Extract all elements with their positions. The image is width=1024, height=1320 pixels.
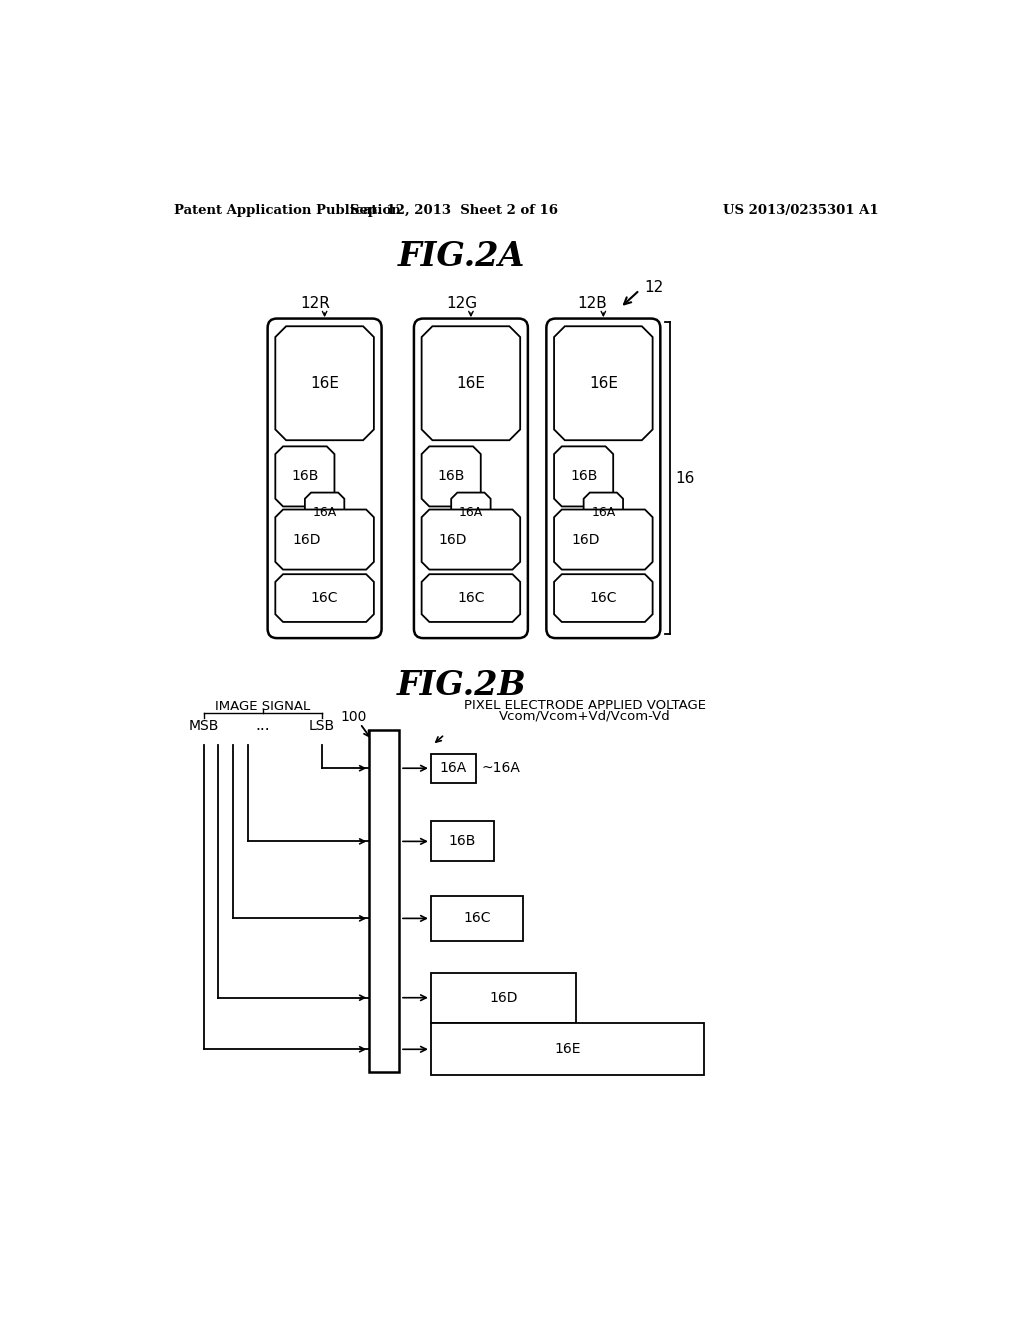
Text: 16D: 16D (571, 532, 600, 546)
Text: 16: 16 (676, 471, 695, 486)
Text: 100: 100 (341, 710, 367, 725)
Polygon shape (275, 574, 374, 622)
Polygon shape (554, 574, 652, 622)
Text: 16C: 16C (590, 591, 617, 605)
Text: 16C: 16C (457, 591, 484, 605)
Text: 16E: 16E (457, 376, 485, 391)
FancyBboxPatch shape (414, 318, 528, 638)
Text: 16D: 16D (489, 991, 517, 1005)
Text: 16D: 16D (293, 532, 322, 546)
Text: 12: 12 (644, 280, 664, 296)
Text: 16A: 16A (459, 506, 483, 519)
Polygon shape (275, 326, 374, 441)
Text: 16E: 16E (554, 1043, 581, 1056)
Text: FIG.2A: FIG.2A (398, 240, 525, 273)
Bar (431, 896, 523, 941)
Text: 16A: 16A (439, 762, 467, 775)
Text: Patent Application Publication: Patent Application Publication (174, 205, 401, 218)
Bar (431, 1023, 705, 1076)
Text: 12B: 12B (578, 296, 607, 310)
Polygon shape (422, 326, 520, 441)
Polygon shape (305, 492, 344, 533)
Text: 16B: 16B (449, 834, 476, 849)
Text: 12G: 12G (446, 296, 477, 310)
Text: Sep. 12, 2013  Sheet 2 of 16: Sep. 12, 2013 Sheet 2 of 16 (350, 205, 558, 218)
Polygon shape (554, 510, 652, 570)
Text: ~16A: ~16A (481, 762, 520, 775)
Text: 16B: 16B (291, 470, 318, 483)
Bar (431, 754, 475, 783)
Text: 16E: 16E (589, 376, 617, 391)
Polygon shape (422, 510, 520, 570)
Polygon shape (554, 446, 613, 507)
Text: US 2013/0235301 A1: US 2013/0235301 A1 (723, 205, 879, 218)
Text: LSB: LSB (308, 719, 335, 733)
FancyBboxPatch shape (547, 318, 660, 638)
Polygon shape (275, 446, 335, 507)
Polygon shape (422, 574, 520, 622)
FancyBboxPatch shape (267, 318, 382, 638)
Text: 16B: 16B (437, 470, 465, 483)
Text: IMAGE SIGNAL: IMAGE SIGNAL (215, 700, 310, 713)
Polygon shape (275, 510, 374, 570)
Text: 16E: 16E (310, 376, 339, 391)
Polygon shape (452, 492, 490, 533)
Bar (431, 973, 575, 1023)
Text: FIG.2B: FIG.2B (396, 669, 526, 702)
Text: 16C: 16C (311, 591, 338, 605)
Polygon shape (584, 492, 623, 533)
Text: PIXEL ELECTRODE APPLIED VOLTAGE: PIXEL ELECTRODE APPLIED VOLTAGE (464, 698, 706, 711)
Polygon shape (422, 446, 480, 507)
Bar (431, 821, 494, 862)
Text: 16A: 16A (591, 506, 615, 519)
Polygon shape (554, 326, 652, 441)
Text: ...: ... (256, 718, 270, 734)
Text: 16D: 16D (439, 532, 467, 546)
Text: Vcom/Vcom+Vd/Vcom-Vd: Vcom/Vcom+Vd/Vcom-Vd (499, 709, 671, 722)
Text: 12R: 12R (300, 296, 331, 310)
Text: MSB: MSB (188, 719, 219, 733)
Text: 16B: 16B (570, 470, 597, 483)
Bar (370, 730, 398, 1072)
Text: 16A: 16A (312, 506, 337, 519)
Text: 16C: 16C (463, 911, 490, 925)
